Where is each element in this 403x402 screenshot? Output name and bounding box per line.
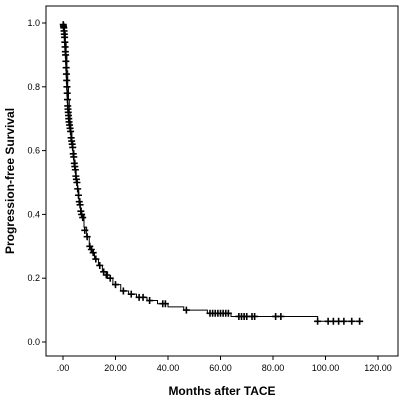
censor-mark [146,297,154,305]
censor-mark [73,179,81,186]
censor-mark [119,287,127,295]
censor-mark [69,143,77,151]
y-tick-label: 1.0 [27,18,40,28]
y-axis-title: Progression-free Survival [3,108,17,254]
censor-mark [112,281,119,289]
censor-mark [127,290,135,298]
censor-mark [348,317,356,325]
censor-mark [62,70,70,78]
censor-mark [63,76,71,84]
censor-mark [67,127,75,135]
censor-mark [63,83,71,91]
censor-marks [59,21,364,325]
censor-mark [340,317,348,325]
censor-mark [251,312,259,320]
censor-mark [83,233,91,241]
censor-mark [62,64,70,72]
censor-mark [96,261,104,269]
censor-mark [314,317,322,325]
x-tick-label: 100.00 [312,363,340,373]
x-tick-label: 80.00 [262,363,285,373]
censor-mark [161,300,169,308]
censor-mark [78,210,86,218]
censor-mark [74,191,82,199]
x-tick-label: 40.00 [157,363,180,373]
x-tick-label: 60.00 [209,363,232,373]
censor-mark [81,226,89,234]
x-tick-label: 120.00 [364,363,392,373]
censor-mark [92,255,100,263]
y-tick-label: 0.0 [27,337,40,347]
y-tick-label: 0.6 [27,146,40,156]
y-tick-label: 0.2 [27,273,40,283]
y-axis: 0.0 0.2 0.4 0.6 0.8 1.0 [27,18,46,347]
x-tick-label: .00 [57,363,70,373]
censor-mark [182,306,190,314]
x-tick-label: 20.00 [104,363,127,373]
censor-mark [139,293,147,301]
censor-mark [224,309,232,317]
censor-mark [62,51,70,59]
censor-mark [89,249,97,257]
censor-mark [356,317,364,325]
censor-mark [102,271,110,279]
censor-mark [63,96,71,104]
censor-mark [62,57,70,65]
x-axis-title: Months after TACE [168,384,275,398]
censor-mark [71,166,79,174]
x-axis: .00 20.00 40.00 60.00 80.00 100.00 120.00 [57,356,392,373]
survival-curve [63,22,360,322]
censor-mark [79,214,87,222]
censor-mark [76,201,84,209]
censor-mark [70,153,78,161]
y-tick-label: 0.8 [27,82,40,92]
censor-mark [106,274,114,282]
censor-mark [277,312,285,320]
y-tick-label: 0.4 [27,209,40,219]
censor-mark [74,185,82,193]
censor-mark [63,89,71,97]
plot-frame [45,5,399,357]
